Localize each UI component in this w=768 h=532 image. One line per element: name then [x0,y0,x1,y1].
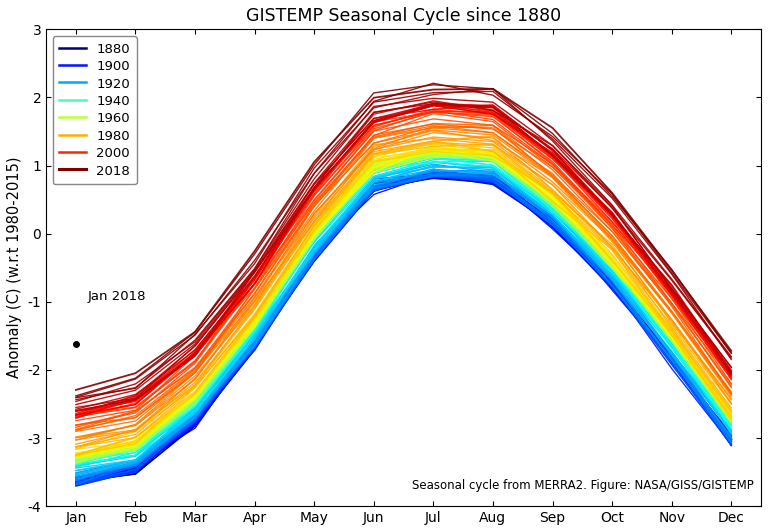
Legend: 1880, 1900, 1920, 1940, 1960, 1980, 2000, 2018: 1880, 1900, 1920, 1940, 1960, 1980, 2000… [53,36,137,184]
Y-axis label: Anomaly (C) (w.r.t 1980-2015): Anomaly (C) (w.r.t 1980-2015) [7,157,22,378]
Text: Jan 2018: Jan 2018 [88,290,147,303]
Text: Seasonal cycle from MERRA2. Figure: NASA/GISS/GISTEMP: Seasonal cycle from MERRA2. Figure: NASA… [412,479,754,492]
Title: GISTEMP Seasonal Cycle since 1880: GISTEMP Seasonal Cycle since 1880 [246,7,561,25]
